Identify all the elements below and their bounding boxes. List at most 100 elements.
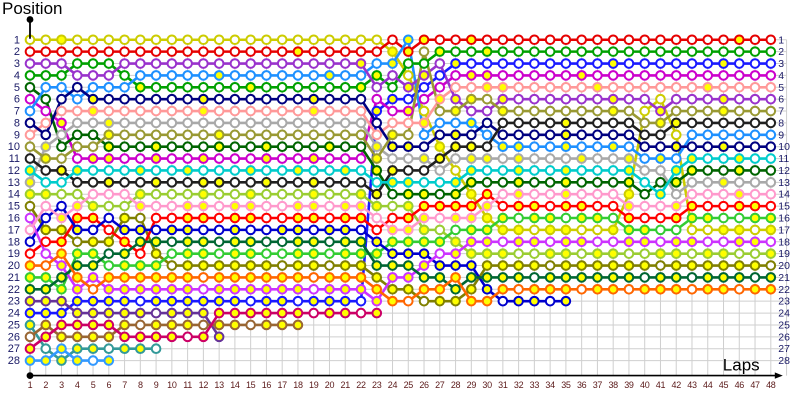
svg-text:30: 30 — [482, 380, 492, 390]
svg-text:7: 7 — [122, 380, 127, 390]
svg-text:31: 31 — [498, 380, 508, 390]
svg-text:8: 8 — [778, 117, 784, 129]
svg-text:20: 20 — [8, 260, 20, 272]
svg-text:22: 22 — [778, 284, 790, 296]
svg-text:14: 14 — [8, 189, 20, 201]
svg-text:41: 41 — [656, 380, 666, 390]
svg-text:Laps: Laps — [723, 356, 760, 375]
svg-text:14: 14 — [230, 380, 240, 390]
svg-text:27: 27 — [778, 343, 790, 355]
svg-text:10: 10 — [167, 380, 177, 390]
svg-text:2: 2 — [14, 46, 20, 58]
svg-text:15: 15 — [246, 380, 256, 390]
svg-text:16: 16 — [262, 380, 272, 390]
svg-text:26: 26 — [778, 331, 790, 343]
svg-text:35: 35 — [561, 380, 571, 390]
svg-text:9: 9 — [778, 129, 784, 141]
svg-text:25: 25 — [404, 380, 414, 390]
svg-text:21: 21 — [341, 380, 351, 390]
svg-text:39: 39 — [624, 380, 634, 390]
svg-text:40: 40 — [640, 380, 650, 390]
svg-text:29: 29 — [467, 380, 477, 390]
svg-text:26: 26 — [8, 331, 20, 343]
svg-text:4: 4 — [14, 70, 20, 82]
svg-text:38: 38 — [608, 380, 618, 390]
svg-text:17: 17 — [778, 224, 790, 236]
svg-text:13: 13 — [8, 177, 20, 189]
svg-text:9: 9 — [154, 380, 159, 390]
svg-text:33: 33 — [530, 380, 540, 390]
svg-text:8: 8 — [138, 380, 143, 390]
svg-text:24: 24 — [8, 308, 20, 320]
svg-text:28: 28 — [778, 355, 790, 367]
svg-text:12: 12 — [199, 380, 209, 390]
svg-text:32: 32 — [514, 380, 524, 390]
svg-text:10: 10 — [8, 141, 20, 153]
svg-text:25: 25 — [778, 319, 790, 331]
svg-text:28: 28 — [451, 380, 461, 390]
svg-text:1: 1 — [28, 380, 33, 390]
svg-text:17: 17 — [277, 380, 287, 390]
svg-text:11: 11 — [183, 380, 192, 390]
svg-text:24: 24 — [388, 380, 398, 390]
svg-text:22: 22 — [356, 380, 366, 390]
svg-text:27: 27 — [8, 343, 20, 355]
svg-text:21: 21 — [778, 272, 790, 284]
svg-text:8: 8 — [14, 117, 20, 129]
svg-text:9: 9 — [14, 129, 20, 141]
svg-text:42: 42 — [672, 380, 682, 390]
svg-text:7: 7 — [14, 106, 20, 118]
svg-text:19: 19 — [8, 248, 20, 260]
svg-text:26: 26 — [419, 380, 429, 390]
svg-text:34: 34 — [545, 380, 555, 390]
svg-text:11: 11 — [9, 153, 20, 165]
svg-text:3: 3 — [59, 380, 64, 390]
svg-text:48: 48 — [766, 380, 776, 390]
svg-text:22: 22 — [8, 284, 20, 296]
svg-text:36: 36 — [577, 380, 587, 390]
svg-text:20: 20 — [325, 380, 335, 390]
svg-text:5: 5 — [91, 380, 96, 390]
svg-text:6: 6 — [14, 94, 20, 106]
svg-text:13: 13 — [214, 380, 224, 390]
svg-text:3: 3 — [14, 58, 20, 70]
svg-text:37: 37 — [593, 380, 603, 390]
svg-text:2: 2 — [778, 46, 784, 58]
svg-text:5: 5 — [14, 82, 20, 94]
svg-text:23: 23 — [372, 380, 382, 390]
svg-text:16: 16 — [8, 213, 20, 225]
svg-text:13: 13 — [778, 177, 790, 189]
svg-text:21: 21 — [8, 272, 20, 284]
svg-text:19: 19 — [309, 380, 319, 390]
svg-text:24: 24 — [778, 308, 790, 320]
svg-text:25: 25 — [8, 319, 20, 331]
svg-text:11: 11 — [778, 153, 789, 165]
svg-text:14: 14 — [778, 189, 790, 201]
svg-text:19: 19 — [778, 248, 790, 260]
svg-text:23: 23 — [778, 296, 790, 308]
svg-text:46: 46 — [735, 380, 745, 390]
svg-text:27: 27 — [435, 380, 445, 390]
svg-text:44: 44 — [703, 380, 713, 390]
svg-text:2: 2 — [43, 380, 48, 390]
svg-text:20: 20 — [778, 260, 790, 272]
svg-text:18: 18 — [293, 380, 303, 390]
svg-text:45: 45 — [719, 380, 729, 390]
svg-text:10: 10 — [778, 141, 790, 153]
svg-text:4: 4 — [778, 70, 784, 82]
svg-text:Position: Position — [2, 0, 62, 18]
svg-text:3: 3 — [778, 58, 784, 70]
svg-text:15: 15 — [778, 201, 790, 213]
svg-text:6: 6 — [106, 380, 111, 390]
svg-text:18: 18 — [778, 236, 790, 248]
svg-text:12: 12 — [778, 165, 790, 177]
svg-text:23: 23 — [8, 296, 20, 308]
svg-text:43: 43 — [687, 380, 697, 390]
svg-text:16: 16 — [778, 213, 790, 225]
svg-text:1: 1 — [778, 34, 784, 46]
svg-text:7: 7 — [778, 106, 784, 118]
svg-text:18: 18 — [8, 236, 20, 248]
svg-text:5: 5 — [778, 82, 784, 94]
svg-text:12: 12 — [8, 165, 20, 177]
svg-text:47: 47 — [750, 380, 760, 390]
